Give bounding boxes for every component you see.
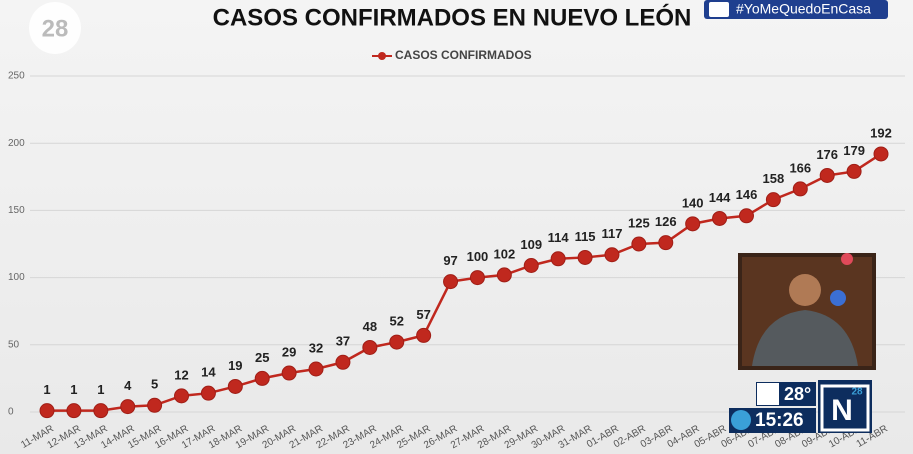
data-point <box>819 167 835 183</box>
legend: CASOS CONFIRMADOS <box>372 48 532 62</box>
data-label: 158 <box>763 171 785 186</box>
data-label: 1 <box>43 382 50 397</box>
data-point <box>738 208 754 224</box>
data-point <box>765 192 781 208</box>
hashtag-box <box>704 0 888 19</box>
news-logo-frame <box>820 384 870 432</box>
data-point <box>846 163 862 179</box>
y-tick-label: 100 <box>8 272 25 283</box>
data-point <box>604 247 620 263</box>
legend-label: CASOS CONFIRMADOS <box>395 48 532 62</box>
data-point <box>39 403 55 419</box>
data-point <box>496 267 512 283</box>
data-label: 114 <box>548 230 570 245</box>
y-tick-label: 200 <box>8 138 25 149</box>
data-label: 117 <box>601 226 622 241</box>
data-point <box>66 403 82 419</box>
data-label: 100 <box>467 249 489 264</box>
data-label: 179 <box>843 143 865 158</box>
news-logo: N <box>831 394 853 427</box>
person-body <box>752 310 858 366</box>
data-point <box>200 385 216 401</box>
data-label: 125 <box>628 215 650 230</box>
data-point <box>443 274 459 290</box>
channel-logo <box>29 2 81 54</box>
data-point <box>93 403 109 419</box>
clock-icon <box>731 410 751 430</box>
data-point <box>792 181 808 197</box>
webcam-inset <box>738 253 876 370</box>
data-point <box>577 249 593 265</box>
data-label: 176 <box>816 147 838 162</box>
data-point <box>254 370 270 386</box>
like-icon <box>830 290 846 306</box>
home-icon <box>709 2 729 17</box>
data-label: 109 <box>520 237 542 252</box>
data-point <box>362 339 378 355</box>
temperature: 28° <box>784 384 811 404</box>
data-point <box>523 258 539 274</box>
data-label: 29 <box>282 344 296 359</box>
person-head <box>789 274 821 306</box>
hashtag: #YoMeQuedoEnCasa <box>736 1 871 17</box>
channel-logo-text: 28 <box>42 15 69 42</box>
data-label: 1 <box>97 382 104 397</box>
data-point <box>550 251 566 267</box>
data-label: 37 <box>336 334 350 349</box>
data-point <box>658 235 674 251</box>
thermometer-icon <box>757 383 779 405</box>
chart-title: CASOS CONFIRMADOS EN NUEVO LEÓN <box>213 3 692 31</box>
data-point <box>308 361 324 377</box>
data-label: 5 <box>151 377 158 392</box>
time: 15:26 <box>755 410 804 431</box>
data-label: 192 <box>870 125 892 140</box>
data-label: 102 <box>494 246 516 261</box>
data-point <box>469 270 485 286</box>
data-label: 19 <box>228 358 242 373</box>
data-label: 48 <box>363 319 377 334</box>
data-point <box>227 378 243 394</box>
data-point <box>281 365 297 381</box>
data-label: 166 <box>789 160 811 175</box>
y-tick-label: 50 <box>8 339 20 350</box>
data-label: 4 <box>124 378 132 393</box>
data-point <box>631 236 647 252</box>
news-logo-number: 28 <box>851 387 863 398</box>
y-tick-label: 150 <box>8 205 25 216</box>
data-point <box>335 354 351 370</box>
data-point <box>712 210 728 226</box>
data-label: 52 <box>390 314 404 329</box>
data-label: 126 <box>655 214 677 229</box>
data-label: 140 <box>682 195 704 210</box>
data-point <box>389 334 405 350</box>
news-logo-box <box>818 380 872 433</box>
data-label: 144 <box>709 190 731 205</box>
data-point <box>873 146 889 162</box>
data-point <box>174 388 190 404</box>
data-label: 146 <box>736 187 758 202</box>
data-point <box>685 216 701 232</box>
data-label: 1 <box>70 382 77 397</box>
heart-icon <box>841 253 853 265</box>
data-point <box>416 327 432 343</box>
data-label: 97 <box>443 253 457 268</box>
y-tick-label: 250 <box>8 71 25 82</box>
data-label: 32 <box>309 340 323 355</box>
data-point <box>120 399 136 415</box>
data-label: 57 <box>416 307 430 322</box>
legend-marker <box>378 52 386 60</box>
data-label: 25 <box>255 350 269 365</box>
data-label: 115 <box>575 229 596 244</box>
data-label: 14 <box>201 365 216 380</box>
y-tick-label: 0 <box>8 407 14 418</box>
data-point <box>147 397 163 413</box>
data-label: 12 <box>174 367 188 382</box>
